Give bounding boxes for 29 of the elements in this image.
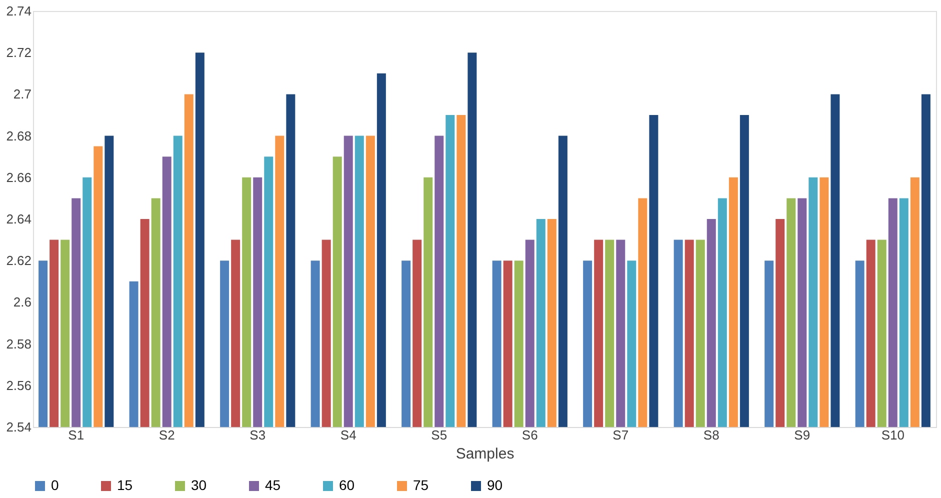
y-tick-label: 2.64 [6, 212, 32, 226]
y-tick-label: 2.62 [6, 253, 32, 268]
y-tick-label: 2.54 [6, 420, 32, 434]
legend-label: 90 [487, 477, 503, 493]
y-tick-label: 2.58 [6, 336, 32, 352]
x-tick-label: S4 [340, 428, 356, 442]
legend-label: 30 [191, 477, 207, 493]
legend-label: 15 [117, 477, 133, 493]
x-tick-label: S10 [881, 428, 904, 442]
x-axis-title: Samples [456, 446, 514, 462]
y-tick-label: 2.6 [13, 294, 32, 310]
x-tick-label: S6 [522, 428, 538, 442]
y-tick-label: 2.74 [6, 4, 32, 18]
x-tick-label: S7 [612, 428, 629, 442]
x-tick-label: S1 [68, 428, 84, 442]
y-tick-label: 2.7 [13, 86, 32, 102]
y-tick-label: 2.68 [6, 128, 32, 144]
legend-label: 0 [51, 477, 59, 493]
legend-label: 60 [339, 477, 355, 493]
legend-label: 45 [265, 477, 281, 493]
x-tick-label: S8 [703, 428, 720, 442]
x-tick-label: S9 [794, 428, 810, 442]
x-tick-label: S3 [250, 428, 266, 442]
y-tick-label: 2.66 [6, 170, 32, 185]
x-tick-label: S5 [431, 428, 448, 442]
y-tick-label: 2.72 [6, 45, 32, 60]
y-tick-label: 2.56 [6, 378, 32, 393]
legend-label: 75 [413, 477, 429, 493]
x-tick-label: S2 [158, 428, 175, 442]
